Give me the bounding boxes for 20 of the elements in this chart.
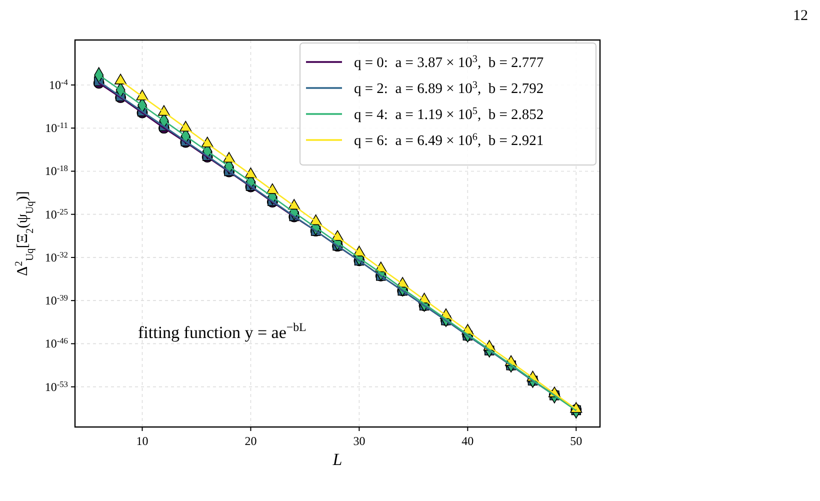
y-tick-label: 10$^{-53}$: [44, 379, 68, 394]
x-axis-title: L: [332, 450, 342, 469]
y-tick-label: 10$^{-18}$: [44, 164, 68, 178]
y-tick-label: 10$^{-46}$: [44, 336, 68, 351]
legend-label: q = 4: a = 1.19 × 10$^{5}$, b = 2.852: [354, 106, 544, 123]
y-tick-label: 10$^{-25}$: [44, 206, 68, 222]
x-tick-label: 10: [136, 434, 148, 448]
x-tick-label: 30: [353, 434, 366, 448]
text: 12: [793, 8, 808, 24]
x-tick-label: 20: [244, 434, 257, 448]
y-tick-label: 10$^{-32}$: [44, 250, 68, 264]
x-tick-label: 50: [570, 434, 582, 448]
y-tick-label: 10$^{-39}$: [44, 293, 68, 308]
y-tick-label: 10$^{-11}$: [45, 120, 68, 136]
legend-label: q = 0: a = 3.87 × 10$^{3}$, b = 2.777: [354, 54, 544, 71]
legend-label: q = 6: a = 6.49 × 10$^{6}$, b = 2.921: [354, 132, 544, 149]
y-tick-label: 10$^{-4}$: [49, 77, 69, 92]
annotation: fitting function y = ae$^{−bL}$: [138, 320, 306, 342]
legend-label: q = 2: a = 6.89 × 10$^{3}$, b = 2.792: [354, 80, 544, 97]
x-tick-label: 40: [462, 434, 474, 448]
